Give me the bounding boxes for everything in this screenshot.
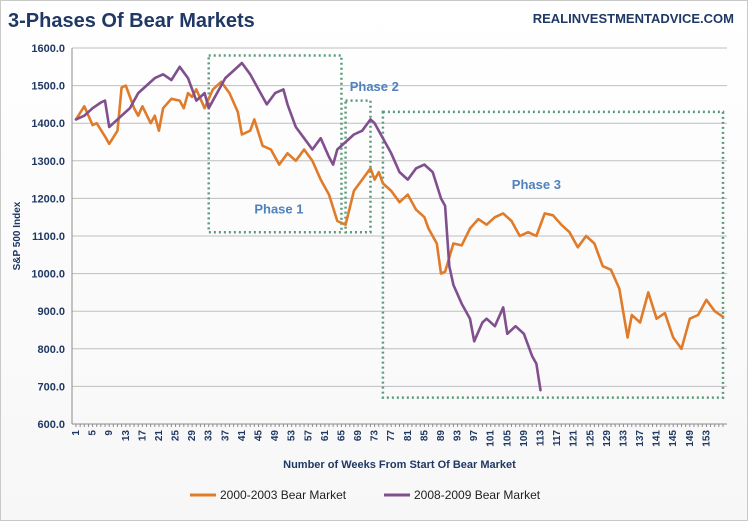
y-tick-label: 1200.0 [31,193,65,205]
x-tick-label: 105 [502,430,513,447]
x-tick-label: 121 [569,430,580,447]
x-tick-label: 145 [668,430,679,447]
y-tick-label: 1000.0 [31,269,65,281]
phase-label: Phase 3 [512,177,561,192]
phase-box [381,110,725,399]
x-tick-label: 93 [453,430,464,442]
x-tick-label: 77 [386,430,397,442]
x-tick-label: 81 [403,430,414,442]
x-tick-label: 85 [419,430,430,442]
x-tick-label: 57 [303,430,314,442]
x-tick-label: 141 [652,430,663,447]
series-lines [74,61,725,392]
x-tick-label: 13 [121,430,132,442]
y-tick-label: 1400.0 [31,118,65,130]
x-tick-label: 89 [436,430,447,442]
y-tick-label: 1600.0 [31,43,65,55]
x-tick-label: 53 [287,430,298,442]
x-tick-label: 125 [585,430,596,447]
source-label: REALINVESTMENTADVICE.COM [533,11,734,26]
y-tick-label: 1500.0 [31,81,65,93]
x-tick-label: 137 [635,430,646,447]
x-tick-label: 37 [220,430,231,442]
x-tick-label: 97 [469,430,480,442]
y-tick-label: 900.0 [37,306,65,318]
y-tick-label: 700.0 [37,381,65,393]
text-labels: 600.0700.0800.0900.01000.01100.01200.013… [8,10,734,471]
phase-label: Phase 1 [254,201,303,216]
legend-label: 2008-2009 Bear Market [414,488,541,502]
phase-label: Phase 2 [350,79,399,94]
x-tick-label: 153 [701,430,712,447]
x-tick-label: 25 [171,430,182,442]
x-tick-label: 129 [602,430,613,447]
x-tick-label: 1 [71,430,82,436]
phase-box [344,99,372,234]
legend-label: 2000-2003 Bear Market [220,488,347,502]
x-tick-label: 17 [137,430,148,442]
y-tick-label: 1100.0 [32,231,65,243]
x-tick-label: 109 [519,430,530,447]
y-tick-label: 600.0 [37,419,65,431]
legend: 2000-2003 Bear Market 2008-2009 Bear Mark… [190,488,541,502]
phase-boxes [207,54,725,399]
y-tick-label: 800.0 [37,344,65,356]
x-tick-label: 41 [237,430,248,442]
x-tick-label: 33 [204,430,215,442]
y-tick-label: 1300.0 [31,156,65,168]
x-tick-label: 61 [320,430,331,442]
gridlines [72,47,727,425]
x-tick-label: 29 [187,430,198,442]
x-tick-label: 73 [370,430,381,442]
x-tick-label: 65 [336,430,347,442]
axes [71,48,727,427]
x-tick-label: 45 [253,430,264,442]
series-line [74,61,542,392]
x-tick-label: 9 [104,430,115,436]
x-tick-label: 101 [486,430,497,447]
x-tick-label: 133 [618,430,629,447]
y-axis-title: S&P 500 Index [12,201,23,270]
phase-box [207,54,343,234]
x-tick-label: 113 [536,430,547,447]
x-tick-label: 5 [88,430,99,436]
series-line [74,80,725,351]
x-axis-title: Number of Weeks From Start Of Bear Marke… [283,459,516,471]
x-tick-label: 117 [552,430,563,447]
chart-title: 3-Phases Of Bear Markets [8,10,255,32]
x-tick-label: 69 [353,430,364,442]
x-tick-label: 49 [270,430,281,442]
x-tick-label: 149 [685,430,696,447]
x-tick-label: 21 [154,430,165,442]
